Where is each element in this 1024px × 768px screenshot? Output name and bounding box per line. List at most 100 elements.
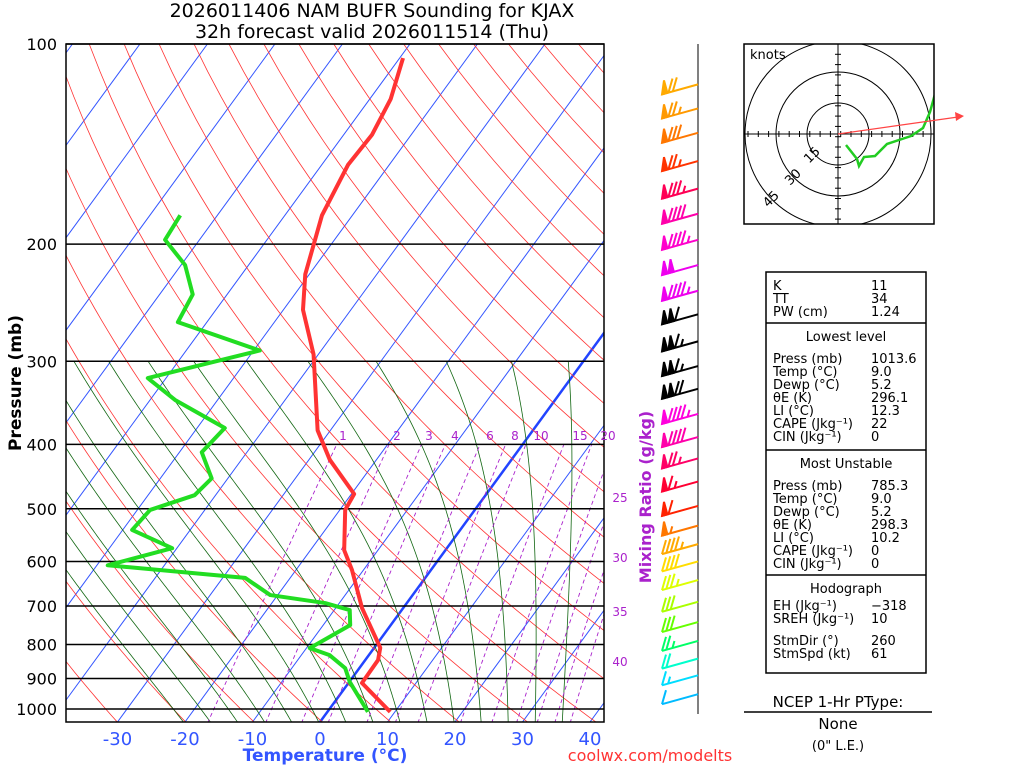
index-label: PW (cm) bbox=[773, 305, 828, 320]
isotherm bbox=[66, 44, 276, 332]
storm-motion-arrowhead bbox=[955, 112, 964, 121]
temperature-axis: -30 -20 -10 0 10 20 30 40 bbox=[103, 729, 602, 750]
temperature-profile bbox=[300, 57, 405, 714]
ring-label-45: 45 bbox=[760, 188, 782, 210]
moist-adiabat bbox=[66, 447, 266, 722]
pressure-tick-label: 700 bbox=[26, 597, 57, 616]
wind-barb bbox=[660, 427, 699, 449]
ptype-title: NCEP 1-Hr PType: bbox=[773, 693, 904, 711]
wind-barb bbox=[661, 553, 699, 573]
temperature-tick-label: -10 bbox=[238, 729, 267, 750]
mixing-ratio-line bbox=[536, 521, 604, 722]
temperature-tick-label: 10 bbox=[376, 729, 399, 750]
wind-barb bbox=[660, 521, 699, 538]
mixing-ratio-label: 25 bbox=[612, 491, 627, 505]
wind-barb bbox=[661, 536, 699, 556]
isotherm bbox=[0, 44, 5, 723]
indices-table: K 11 TT 34 PW (cm) 1.24 Lowest level Press (mb)… bbox=[765, 271, 927, 674]
moist-adiabat bbox=[66, 569, 184, 722]
wind-barb bbox=[660, 379, 699, 401]
credit-link[interactable]: coolwx.com/modelts bbox=[568, 746, 732, 765]
section-title: Hodograph bbox=[810, 582, 882, 597]
mixing-ratio-line bbox=[516, 469, 604, 722]
moist-adiabat bbox=[147, 361, 374, 722]
isotherm bbox=[66, 44, 546, 701]
index-label: Dewp (°C) bbox=[773, 378, 840, 393]
mixing-ratio-label: 30 bbox=[612, 551, 627, 565]
moist-adiabat bbox=[66, 530, 211, 722]
index-value: 0 bbox=[871, 557, 879, 572]
index-value: 10.2 bbox=[871, 531, 900, 546]
temperature-tick-label: 30 bbox=[511, 729, 534, 750]
wind-barbs bbox=[660, 77, 699, 706]
mixing-ratio-label: 8 bbox=[511, 429, 519, 443]
wind-barb bbox=[661, 635, 699, 652]
chart-title-line2: 32h forecast valid 2026011514 (Thu) bbox=[195, 21, 549, 43]
wind-barb bbox=[661, 615, 699, 633]
index-label: Press (mb) bbox=[773, 352, 842, 367]
mixing-ratio-labels: 1 2 3 4 6 8 10 15 20 25 30 35 40 bbox=[339, 429, 627, 669]
wind-barb bbox=[660, 230, 699, 252]
index-label: Dewp (°C) bbox=[773, 505, 840, 520]
index-value: 9.0 bbox=[871, 365, 892, 380]
moist-adiabat bbox=[307, 361, 455, 722]
dry-adiabat bbox=[473, 44, 604, 194]
dry-adiabat bbox=[66, 500, 255, 722]
index-value: 1013.6 bbox=[871, 352, 917, 367]
wind-barb bbox=[660, 499, 699, 518]
wind-barb bbox=[661, 573, 699, 592]
moist-adiabat bbox=[511, 361, 537, 722]
index-label: LI (°C) bbox=[773, 404, 814, 419]
pressure-tick-label: 600 bbox=[26, 552, 57, 571]
mixing-ratio-line bbox=[301, 444, 423, 722]
wind-barb bbox=[660, 124, 699, 145]
hodograph-trace bbox=[845, 93, 934, 170]
wind-barb bbox=[660, 204, 699, 226]
moist-adiabat bbox=[66, 490, 238, 722]
dry-adiabat bbox=[66, 338, 392, 722]
isotherm bbox=[66, 44, 343, 424]
temperature-tick-label: 0 bbox=[314, 729, 325, 750]
mixing-ratio-label: 3 bbox=[425, 429, 433, 443]
index-label: LI (°C) bbox=[773, 531, 814, 546]
ptype-amount: (0" L.E.) bbox=[812, 739, 864, 754]
pressure-tick-label: 400 bbox=[26, 435, 57, 454]
dry-adiabat bbox=[263, 44, 604, 448]
mixing-ratio-label: 1 bbox=[339, 429, 347, 443]
dry-adiabat bbox=[66, 660, 118, 722]
wind-barb bbox=[661, 595, 699, 613]
wind-barb bbox=[660, 180, 699, 200]
plot-frame bbox=[65, 43, 605, 723]
dry-adiabat bbox=[228, 44, 604, 493]
dry-adiabat bbox=[66, 419, 323, 722]
mixing-ratio-axis-label: Mixing Ratio (g/kg) bbox=[636, 411, 655, 583]
temperature-tick-label: -20 bbox=[170, 729, 199, 750]
index-value: 0 bbox=[871, 430, 879, 445]
mixing-ratio-label: 10 bbox=[533, 429, 548, 443]
wind-barb bbox=[661, 689, 699, 706]
index-label: Temp (°C) bbox=[772, 492, 838, 507]
index-value: 785.3 bbox=[871, 479, 908, 494]
dry-adiabat bbox=[66, 75, 597, 722]
dry-adiabat bbox=[66, 580, 187, 722]
wind-barb bbox=[660, 153, 699, 173]
dry-adiabat bbox=[158, 44, 604, 584]
ptype-value: None bbox=[818, 715, 857, 733]
ptype-panel: NCEP 1-Hr PType: None (0" L.E.) bbox=[744, 693, 932, 754]
index-label: TT bbox=[772, 292, 789, 307]
pressure-tick-label: 800 bbox=[26, 636, 57, 655]
mixing-ratio-label: 20 bbox=[600, 429, 615, 443]
mixing-ratio-label: 6 bbox=[486, 429, 494, 443]
wind-barb bbox=[660, 475, 699, 493]
index-value: −318 bbox=[871, 599, 907, 614]
wind-barb bbox=[660, 259, 699, 277]
moist-adiabat bbox=[561, 361, 573, 722]
wind-barb bbox=[660, 306, 699, 326]
moist-adiabat bbox=[108, 361, 347, 722]
dry-adiabat bbox=[88, 44, 604, 680]
index-label: Press (mb) bbox=[773, 479, 842, 494]
index-value: 61 bbox=[871, 647, 888, 662]
index-value: 10 bbox=[871, 612, 888, 627]
chart-title-line1: 2026011406 NAM BUFR Sounding for KJAX bbox=[170, 0, 575, 22]
